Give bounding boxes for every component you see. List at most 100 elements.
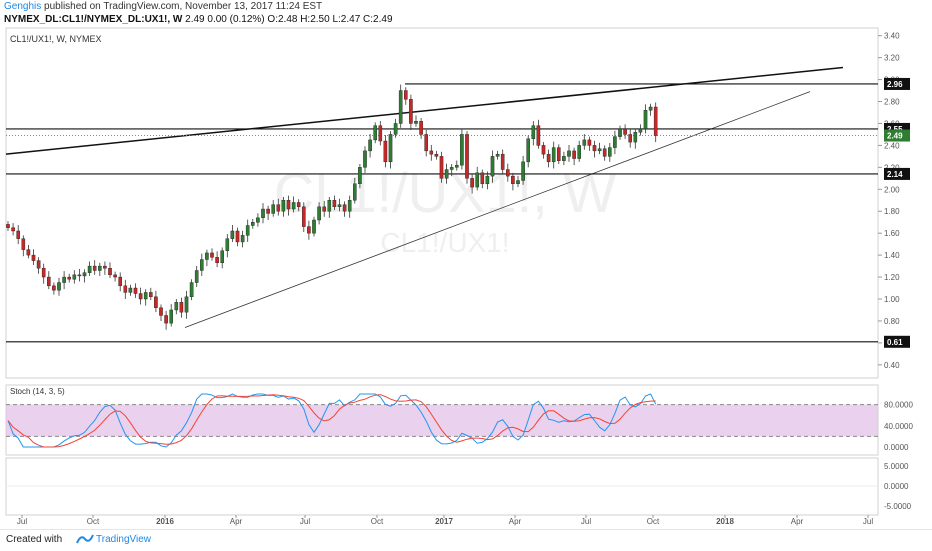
- candle-body: [123, 285, 128, 293]
- candle-body: [424, 134, 429, 152]
- candle-body: [57, 282, 61, 291]
- candle-body: [597, 148, 602, 152]
- time-axis-label: Oct: [371, 517, 384, 526]
- candle-body: [373, 125, 378, 141]
- price-axis-label: 1.80: [884, 207, 900, 216]
- price-pane: [5, 27, 879, 379]
- candle-body: [557, 147, 561, 161]
- last-price-label: 2.49: [887, 132, 903, 141]
- candle-body: [526, 138, 530, 163]
- tradingview-brand[interactable]: TradingView: [96, 534, 152, 545]
- candle-body: [353, 183, 357, 201]
- candle-body: [194, 270, 199, 283]
- time-axis-label: Jul: [300, 517, 310, 526]
- time-axis-label: Jul: [863, 517, 873, 526]
- candle-body: [562, 156, 566, 161]
- level-badge: [884, 167, 910, 180]
- time-axis-label: Oct: [647, 517, 660, 526]
- candle-body: [506, 169, 510, 177]
- candle-body: [368, 139, 372, 152]
- price-axis-label: 2.00: [884, 185, 900, 194]
- ohlc-values: 2.49 0.00 (0.12%) O:2.48 H:2.50 L:2.47 C…: [185, 14, 393, 25]
- candle-body: [52, 285, 56, 291]
- candle-body: [103, 265, 107, 269]
- time-axis-label: Apr: [230, 517, 243, 526]
- level-badge-label: 2.14: [887, 170, 903, 179]
- candle-body: [633, 132, 638, 143]
- candle-body: [113, 274, 117, 278]
- candle-body: [72, 274, 77, 280]
- symbol-line: NYMEX_DL:CL1!/NYMEX_DL:UX1!, W 2.49 0.00…: [4, 14, 393, 25]
- candle-body: [128, 287, 133, 293]
- candle-body: [455, 164, 459, 168]
- publisher-line: Genghis published on TradingView.com, No…: [4, 1, 322, 12]
- candle-body: [67, 276, 71, 280]
- candle-body: [174, 302, 179, 311]
- upper-trendline: [5, 66, 844, 155]
- candle-body: [485, 175, 490, 184]
- created-with-label: Created with: [6, 534, 63, 545]
- stoch-d-line: [7, 394, 656, 448]
- stoch-axis-label: 40.0000: [884, 422, 913, 431]
- time-axis-label: Apr: [509, 517, 522, 526]
- price-axis-label: 1.00: [884, 295, 900, 304]
- candle-body: [312, 219, 316, 234]
- candle-body: [41, 268, 46, 278]
- candle-body: [337, 204, 342, 208]
- candle-body: [500, 153, 505, 170]
- candle-body: [531, 125, 536, 140]
- candle-body: [154, 296, 158, 308]
- price-axis-label: 1.60: [884, 229, 900, 238]
- candle-body: [250, 222, 255, 226]
- level-badge-label: 0.61: [887, 338, 903, 347]
- candle-body: [143, 292, 148, 300]
- price-axis-label: 2.20: [884, 163, 900, 172]
- candle-body: [11, 227, 15, 232]
- candle-body: [444, 169, 449, 179]
- candle-body: [62, 276, 66, 283]
- macd-axis-label: 0.0000: [884, 482, 909, 491]
- last-price-badge: [884, 129, 910, 142]
- candle-body: [404, 90, 408, 100]
- candle-body: [31, 254, 36, 261]
- candle-body: [210, 252, 214, 258]
- candle-body: [36, 260, 41, 269]
- price-axis-label: 2.80: [884, 98, 900, 107]
- candle-body: [587, 139, 592, 146]
- candle-body: [648, 106, 653, 111]
- watermark-symbol-small: CL1!/UX1!: [380, 227, 509, 258]
- candle-body: [516, 180, 520, 184]
- time-axis-label: 2017: [435, 517, 453, 526]
- author-link[interactable]: Genghis: [4, 1, 42, 12]
- candle-body: [225, 238, 230, 251]
- level-badge-label: 2.96: [887, 80, 903, 89]
- candle-body: [511, 175, 515, 184]
- candle-body: [388, 134, 393, 163]
- candle-body: [47, 276, 51, 287]
- candle-body: [6, 224, 10, 228]
- candle-body: [409, 99, 413, 124]
- candle-body: [159, 307, 163, 316]
- candle-body: [317, 206, 321, 221]
- level-badge: [884, 122, 910, 135]
- candle-body: [398, 90, 403, 124]
- candle-body: [567, 150, 571, 157]
- candle-body: [271, 204, 276, 214]
- candle-body: [449, 167, 454, 170]
- candle-body: [291, 202, 296, 210]
- candle-body: [608, 147, 612, 157]
- candle-body: [281, 200, 286, 212]
- candle-body: [199, 259, 204, 271]
- time-axis-label: Jul: [17, 517, 27, 526]
- candle-body: [148, 292, 153, 298]
- candle-body: [189, 282, 194, 298]
- tradingview-logo-icon[interactable]: [76, 533, 94, 545]
- candle-body: [602, 148, 607, 157]
- candle-body: [215, 257, 219, 263]
- candle-body: [618, 128, 622, 137]
- candle-body: [97, 265, 102, 271]
- candle-body: [495, 153, 500, 157]
- candle-body: [286, 200, 291, 210]
- candle-body: [414, 121, 418, 124]
